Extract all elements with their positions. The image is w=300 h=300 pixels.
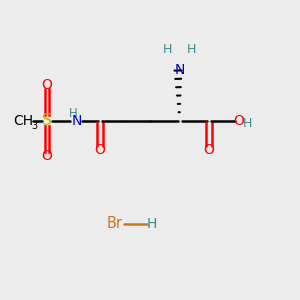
Text: Br: Br	[107, 216, 123, 231]
Text: O: O	[94, 143, 105, 157]
Text: N: N	[71, 114, 82, 128]
Text: O: O	[41, 78, 52, 92]
Text: O: O	[233, 114, 244, 128]
Text: S: S	[42, 113, 52, 128]
Text: N: N	[174, 63, 184, 77]
Text: H: H	[242, 117, 252, 130]
Text: CH: CH	[13, 114, 34, 128]
Text: O: O	[41, 149, 52, 163]
Text: H: H	[146, 217, 157, 231]
Text: H: H	[187, 44, 196, 56]
Text: O: O	[203, 143, 214, 157]
Text: 3: 3	[32, 121, 38, 131]
Text: H: H	[69, 107, 78, 120]
Text: H: H	[163, 44, 172, 56]
